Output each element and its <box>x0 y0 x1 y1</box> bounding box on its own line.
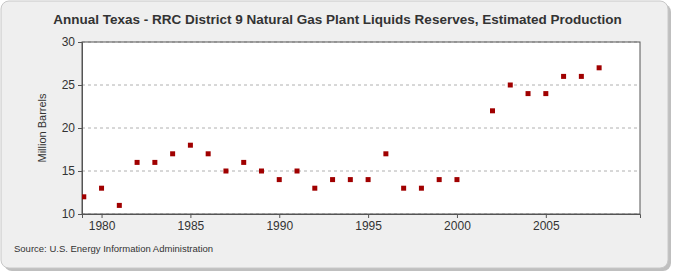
plot: 10 15 20 25 30 1980 1985 1990 1995 2000 2005 <box>62 35 641 232</box>
grid <box>82 42 640 214</box>
title: Annual Texas - RRC District 9 Natural Ga… <box>53 12 621 27</box>
point <box>223 169 228 174</box>
point <box>526 91 531 96</box>
tick: 25 <box>62 78 82 92</box>
tick-mark <box>368 214 369 218</box>
source: Source: U.S. Energy Information Administ… <box>14 243 213 254</box>
tick-mark <box>78 128 82 129</box>
tick: 20 <box>62 121 82 135</box>
point <box>543 91 548 96</box>
point <box>188 143 193 148</box>
tick-label: 1980 <box>89 219 116 233</box>
axis-line <box>83 215 641 219</box>
point <box>312 186 317 191</box>
tick-label: 1985 <box>178 219 205 233</box>
tick-label: 1995 <box>355 219 382 233</box>
chart: 10 15 20 25 30 1980 1985 1990 1995 2000 2005 Annual… <box>0 0 675 275</box>
tick-label: 15 <box>62 164 76 178</box>
tick: 1995 <box>355 214 382 233</box>
tick-label: 30 <box>62 35 76 49</box>
tick: 15 <box>62 164 82 178</box>
point <box>597 65 602 70</box>
tick-mark <box>279 214 280 218</box>
point <box>383 151 388 156</box>
point <box>99 186 104 191</box>
y-axis: 10 15 20 25 30 <box>62 35 83 221</box>
point <box>579 74 584 79</box>
y-axis-title: Million Barrels <box>36 93 48 163</box>
tick-label: 1990 <box>266 219 293 233</box>
tick-label: 2000 <box>444 219 471 233</box>
grid-line <box>82 171 640 172</box>
point <box>330 177 335 182</box>
plot-frame <box>82 42 640 214</box>
tick-mark <box>78 171 82 172</box>
tick: 1990 <box>266 214 293 233</box>
tick-mark <box>546 214 547 218</box>
point <box>277 177 282 182</box>
point <box>366 177 371 182</box>
point <box>419 186 424 191</box>
panel <box>1 1 668 268</box>
tick-mark <box>190 214 191 218</box>
tick-mark <box>457 214 458 218</box>
point <box>348 177 353 182</box>
tick-mark <box>78 214 82 215</box>
grid-line <box>82 128 640 129</box>
x-axis: 1980 1985 1990 1995 2000 2005 <box>83 214 641 233</box>
point <box>490 108 495 113</box>
point <box>561 74 566 79</box>
tick-mark <box>78 42 82 43</box>
point <box>295 169 300 174</box>
tick: 10 <box>62 207 82 221</box>
tick: 2000 <box>444 214 471 233</box>
tick: 2005 <box>533 214 560 233</box>
tick-label: 10 <box>62 207 76 221</box>
point <box>401 186 406 191</box>
point <box>135 160 140 165</box>
point <box>206 151 211 156</box>
points <box>82 65 602 208</box>
point <box>170 151 175 156</box>
point <box>437 177 442 182</box>
tick: 30 <box>62 35 82 49</box>
tick: 1980 <box>89 214 116 233</box>
point <box>454 177 459 182</box>
point <box>82 194 86 199</box>
tick-label: 20 <box>62 121 76 135</box>
plot-background <box>82 42 640 214</box>
point <box>508 83 513 88</box>
tick-mark <box>102 214 103 218</box>
point <box>241 160 246 165</box>
tick-label: 25 <box>62 78 76 92</box>
point <box>259 169 264 174</box>
point <box>152 160 157 165</box>
tick: 1985 <box>178 214 205 233</box>
point <box>117 203 122 208</box>
tick-mark <box>78 85 82 86</box>
tick-label: 2005 <box>533 219 560 233</box>
grid-line <box>82 85 640 86</box>
